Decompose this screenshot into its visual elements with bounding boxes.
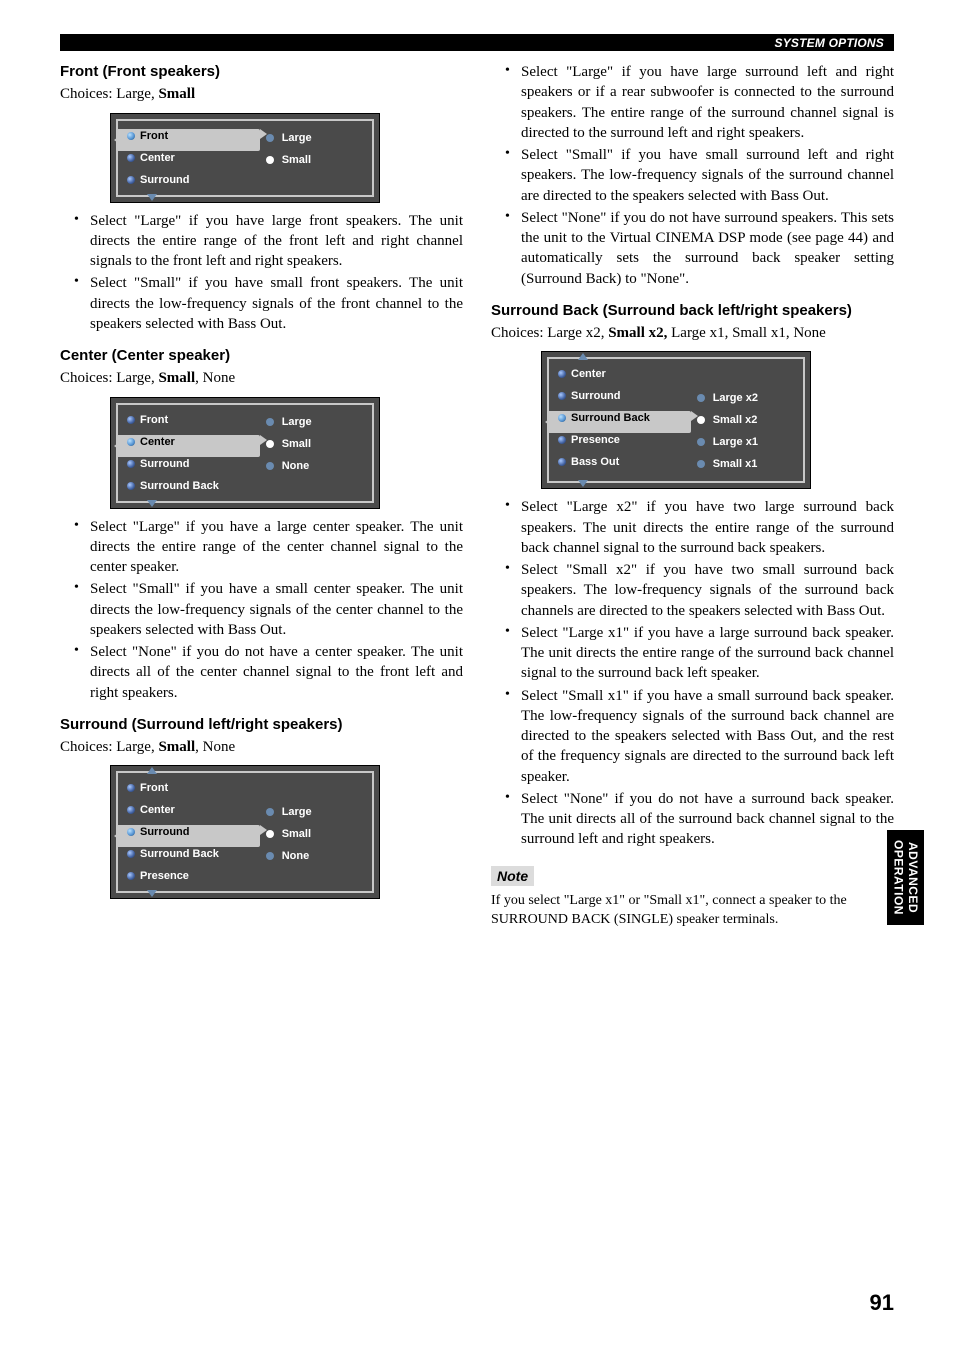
menu-item: Surround Back	[118, 475, 258, 497]
menu-option: None	[262, 455, 372, 477]
bullet-item: Select "Large" if you have a large cente…	[60, 517, 463, 578]
note-label: Note	[491, 866, 534, 887]
menu-option: Small x2	[693, 409, 803, 431]
menu-option: Large x2	[693, 387, 803, 409]
bullet-item: Select "Small" if you have a small cente…	[60, 579, 463, 640]
bullet-item: Select "Large x2" if you have two large …	[491, 497, 894, 558]
surround-back-choices: Choices: Large x2, Small x2, Large x1, S…	[491, 323, 894, 343]
side-tab: ADVANCED OPERATION	[887, 830, 924, 925]
surround-back-bullets: Select "Large x2" if you have two large …	[491, 497, 894, 849]
menu-item: Surround Back	[549, 407, 689, 429]
surround-back-menu: CenterSurroundSurround BackPresenceBass …	[541, 351, 811, 489]
choices-prefix: Choices: Large x2,	[491, 325, 608, 341]
choices-suffix: Large x1, Small x1, None	[667, 325, 825, 341]
choices-bold: Small x2,	[608, 325, 667, 341]
bullet-item: Select "None" if you do not have surroun…	[491, 208, 894, 289]
menu-option: Small x1	[693, 453, 803, 475]
menu-item: Surround	[549, 385, 689, 407]
choices-prefix: Choices: Large,	[60, 739, 158, 755]
menu-item: Surround	[118, 821, 258, 843]
side-tab-line1: ADVANCED	[906, 842, 920, 913]
choices-suffix: , None	[195, 370, 235, 386]
left-column: Front (Front speakers) Choices: Large, S…	[60, 62, 463, 930]
menu-option: Small	[262, 433, 372, 455]
bullet-item: Select "Small" if you have small surroun…	[491, 145, 894, 206]
page-number: 91	[870, 1288, 894, 1318]
right-column: Select "Large" if you have large surroun…	[491, 62, 894, 930]
menu-item: Presence	[118, 865, 258, 887]
bullet-item: Select "Small x2" if you have two small …	[491, 560, 894, 621]
choices-prefix: Choices: Large,	[60, 86, 158, 102]
choices-prefix: Choices: Large,	[60, 370, 158, 386]
choices-bold: Small	[158, 370, 195, 386]
front-title: Front (Front speakers)	[60, 62, 463, 82]
menu-option: Large	[262, 801, 372, 823]
front-bullets: Select "Large" if you have large front s…	[60, 211, 463, 335]
note-text: If you select "Large x1" or "Small x1", …	[491, 892, 894, 930]
surround-title: Surround (Surround left/right speakers)	[60, 715, 463, 735]
menu-option: None	[262, 845, 372, 867]
bullet-item: Select "Large" if you have large front s…	[60, 211, 463, 272]
menu-item: Front	[118, 409, 258, 431]
center-choices: Choices: Large, Small, None	[60, 368, 463, 388]
menu-item: Center	[118, 431, 258, 453]
menu-item: Surround	[118, 453, 258, 475]
choices-bold: Small	[158, 86, 195, 102]
menu-item: Front	[118, 125, 258, 147]
surround-back-title: Surround Back (Surround back left/right …	[491, 301, 894, 321]
center-bullets: Select "Large" if you have a large cente…	[60, 517, 463, 703]
bullet-item: Select "Large" if you have large surroun…	[491, 62, 894, 143]
front-choices: Choices: Large, Small	[60, 84, 463, 104]
menu-item: Surround	[118, 169, 258, 191]
surround-menu: FrontCenterSurroundSurround BackPresence…	[110, 765, 380, 899]
menu-option: Large x1	[693, 431, 803, 453]
choices-bold: Small	[158, 739, 195, 755]
surround-right-bullets: Select "Large" if you have large surroun…	[491, 62, 894, 289]
bullet-item: Select "Small x1" if you have a small su…	[491, 686, 894, 787]
surround-choices: Choices: Large, Small, None	[60, 737, 463, 757]
side-tab-line2: OPERATION	[892, 840, 906, 915]
header-section-label: SYSTEM OPTIONS	[775, 35, 884, 51]
menu-option: Large	[262, 127, 372, 149]
menu-option: Large	[262, 411, 372, 433]
menu-option: Small	[262, 823, 372, 845]
menu-item: Surround Back	[118, 843, 258, 865]
menu-item: Presence	[549, 429, 689, 451]
bullet-item: Select "Large x1" if you have a large su…	[491, 623, 894, 684]
menu-item: Center	[549, 363, 689, 385]
menu-item: Center	[118, 147, 258, 169]
menu-item: Front	[118, 777, 258, 799]
choices-suffix: , None	[195, 739, 235, 755]
page-content: Front (Front speakers) Choices: Large, S…	[60, 62, 894, 930]
bullet-item: Select "None" if you do not have a surro…	[491, 789, 894, 850]
bullet-item: Select "Small" if you have small front s…	[60, 273, 463, 334]
menu-option: Small	[262, 149, 372, 171]
header-bar	[60, 34, 894, 51]
front-menu: FrontCenterSurroundLargeSmall	[110, 113, 380, 203]
menu-item: Bass Out	[549, 451, 689, 473]
center-menu: FrontCenterSurroundSurround Back LargeSma…	[110, 397, 380, 509]
bullet-item: Select "None" if you do not have a cente…	[60, 642, 463, 703]
menu-item: Center	[118, 799, 258, 821]
center-title: Center (Center speaker)	[60, 346, 463, 366]
